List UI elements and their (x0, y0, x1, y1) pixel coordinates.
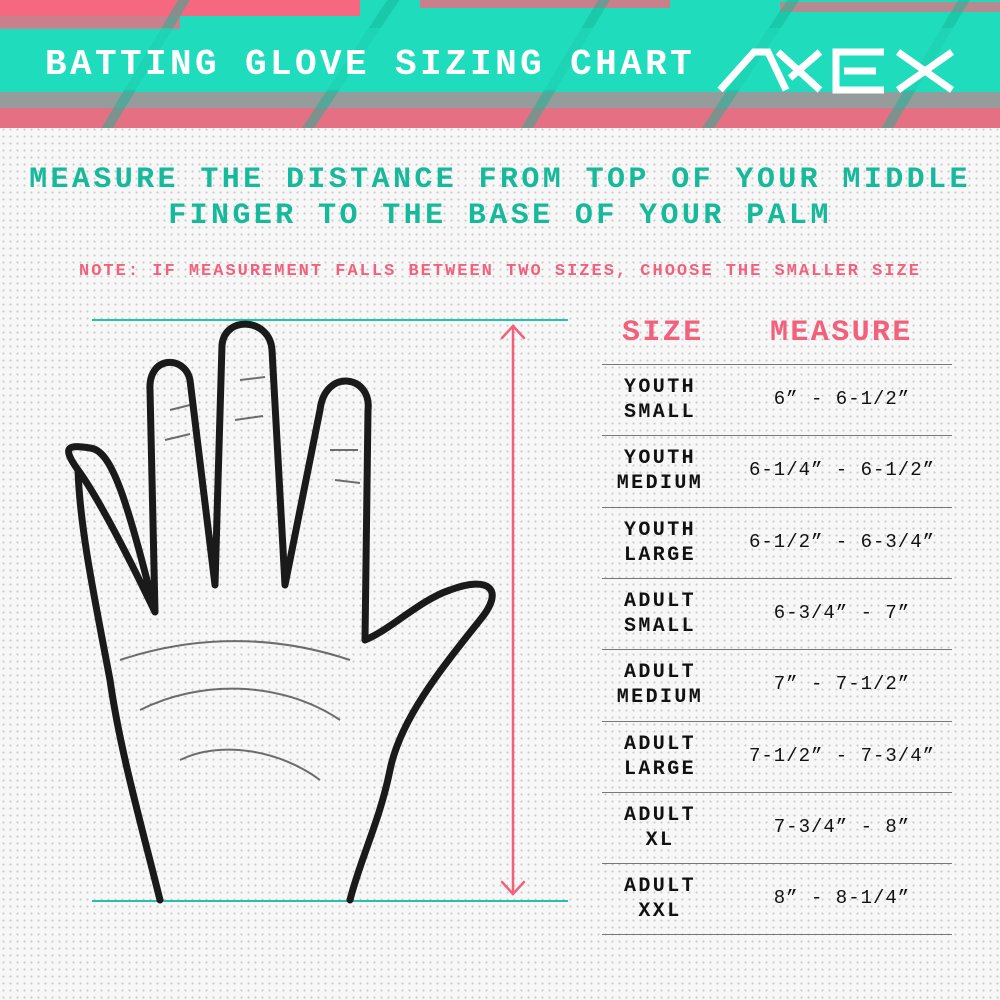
size-label: ADULT LARGE (602, 732, 718, 782)
header-banner: BATTING GLOVE SIZING CHART (0, 0, 1000, 128)
size-line-1: ADULT (623, 875, 696, 899)
size-line-1: YOUTH (623, 376, 696, 399)
size-line-1: ADULT (623, 589, 696, 613)
table-row: ADULT MEDIUM 7” - 7-1/2” (602, 649, 952, 720)
table-row: ADULT SMALL 6-3/4” - 7” (602, 577, 952, 649)
measure-value: 8” - 8-1/4” (773, 887, 911, 910)
banner-title: BATTING GLOVE SIZING CHART (45, 44, 696, 85)
table-row: ADULT LARGE 7-1/2” - 7-3/4” (602, 720, 952, 792)
table-row: YOUTH LARGE 6-1/2” - 6-3/4” (602, 506, 952, 578)
size-line-2: SMALL (623, 614, 696, 638)
size-line-1: ADULT (623, 803, 696, 827)
size-label: ADULT SMALL (602, 589, 718, 639)
size-line-1: YOUTH (623, 447, 696, 471)
size-line-2: MEDIUM (616, 472, 704, 496)
table-row: YOUTH MEDIUM 6-1/4” - 6-1/2” (602, 435, 952, 506)
table-row: ADULT XL 7-3/4” - 8” (602, 791, 952, 863)
header-size: SIZE (622, 316, 704, 350)
measure-value: 7-1/2” - 7-3/4” (748, 744, 936, 767)
measure-value: 6-1/4” - 6-1/2” (748, 459, 936, 482)
size-line-2: XL (645, 828, 675, 852)
measure-value: 7-3/4” - 8” (773, 815, 911, 838)
size-label: ADULT XXL (602, 874, 718, 924)
table-row: ADULT XXL 8” - 8-1/4” (602, 863, 952, 934)
size-label: ADULT XL (602, 803, 718, 853)
instruction-line-1: MEASURE THE DISTANCE FROM TOP OF YOUR MI… (29, 163, 971, 197)
bottom-guide-line (92, 900, 568, 902)
measure-value: 6” - 6-1/2” (773, 388, 911, 410)
size-label: YOUTH SMALL (602, 375, 718, 425)
top-guide-line (92, 319, 568, 321)
measure-value: 6-1/2” - 6-3/4” (748, 530, 936, 553)
sizing-note: NOTE: IF MEASUREMENT FALLS BETWEEN TWO S… (79, 262, 921, 281)
size-line-1: YOUTH (623, 518, 696, 542)
measure-value: 7” - 7-1/2” (773, 673, 911, 696)
size-line-2: LARGE (623, 543, 696, 567)
table-bottom-rule (602, 934, 952, 935)
size-label: ADULT MEDIUM (602, 660, 718, 710)
size-line-2: LARGE (623, 757, 696, 781)
measure-value: 6-3/4” - 7” (773, 601, 911, 624)
hand-outline-icon (65, 320, 496, 904)
size-label: YOUTH MEDIUM (602, 446, 718, 496)
axe-logo (717, 48, 955, 94)
instruction-line-2: FINGER TO THE BASE OF YOUR PALM (168, 199, 832, 233)
table-row: YOUTH SMALL 6” - 6-1/2” (602, 364, 952, 435)
size-line-2: XXL (638, 900, 682, 924)
size-label: YOUTH LARGE (602, 518, 718, 568)
size-line-1: ADULT (623, 732, 696, 756)
size-line-1: ADULT (623, 661, 696, 685)
size-line-2: MEDIUM (616, 686, 704, 710)
measurement-arrow (500, 324, 526, 896)
size-line-2: SMALL (623, 401, 696, 424)
header-measure: MEASURE (770, 316, 913, 350)
